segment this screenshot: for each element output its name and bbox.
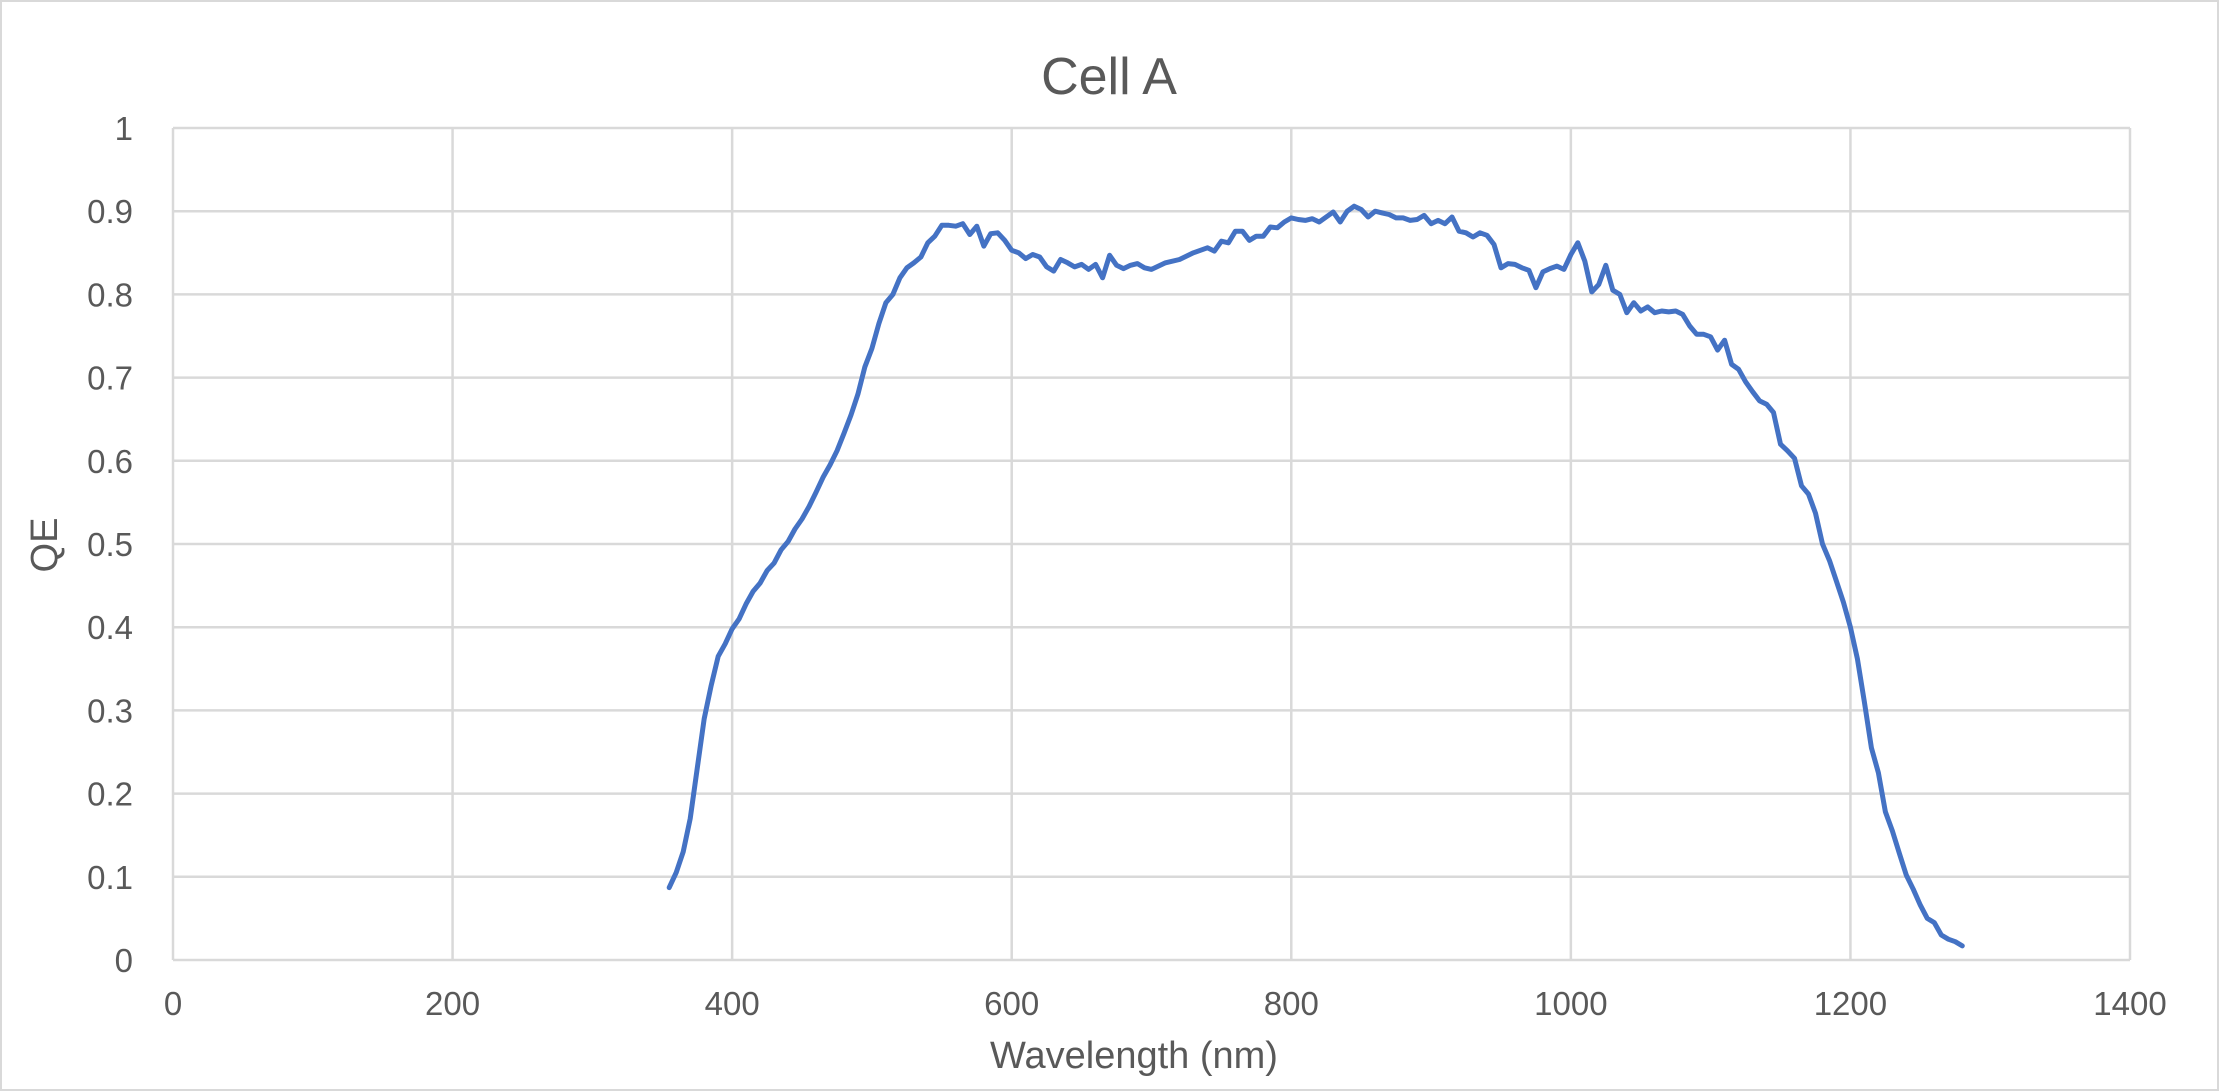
series-layer <box>666 203 1965 949</box>
x-tick-label: 1400 <box>2093 985 2166 1022</box>
x-axis-label: Wavelength (nm) <box>990 1035 1278 1077</box>
y-tick-label: 0.6 <box>87 443 133 480</box>
y-tick-label: 0 <box>115 942 133 979</box>
x-tick-label: 400 <box>705 985 760 1022</box>
y-tick-label: 0.5 <box>87 526 133 563</box>
y-tick-label: 0.7 <box>87 360 133 397</box>
x-tick-label: 800 <box>1264 985 1319 1022</box>
y-tick-label: 0.2 <box>87 776 133 813</box>
y-tick-label: 0.9 <box>87 193 133 230</box>
y-tick-label: 0.1 <box>87 859 133 896</box>
x-tick-label: 200 <box>425 985 480 1022</box>
x-tick-label: 1200 <box>1814 985 1887 1022</box>
y-tick-label: 0.8 <box>87 276 133 313</box>
x-tick-label: 600 <box>984 985 1039 1022</box>
y-tick-label: 0.4 <box>87 609 133 646</box>
chart-title: Cell A <box>1041 48 1177 106</box>
series-line-cell-a <box>666 203 1965 949</box>
y-axis-label: QE <box>24 518 66 573</box>
grid-lines <box>171 126 2132 962</box>
y-tick-label: 1 <box>115 110 133 147</box>
x-tick-label: 0 <box>164 985 182 1022</box>
x-tick-label: 1000 <box>1534 985 1607 1022</box>
tick-labels: 0 0.1 0.2 0.3 0.4 0.5 0.6 0.7 0.8 0.9 1 0 200 400 600 8… <box>87 110 2167 1022</box>
y-tick-label: 0.3 <box>87 692 133 729</box>
